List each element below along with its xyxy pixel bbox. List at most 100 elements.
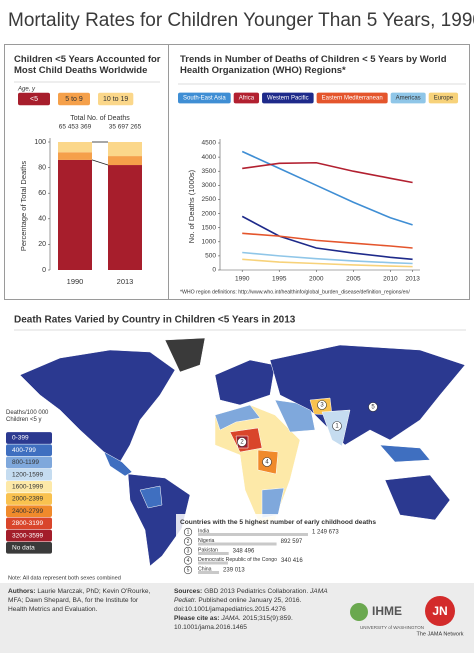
map-legend-item-label: 1200-1599 <box>12 471 43 478</box>
authors: Authors: Laurie Marczak, PhD; Kevin O'Ro… <box>8 588 158 615</box>
legend-item <box>58 92 90 106</box>
ihme-logo-mark <box>350 603 368 621</box>
legend-item <box>262 92 314 104</box>
map-marker-number: 3 <box>320 403 324 409</box>
legend-item-label: 10 to 19 <box>103 96 128 103</box>
map-legend-item-label: 400-799 <box>12 447 36 454</box>
bar <box>198 552 229 555</box>
uw-logo: UNIVERSITY of WASHINGTON <box>360 625 424 630</box>
map-marker <box>317 400 327 410</box>
legend-title: Age, y <box>17 87 36 93</box>
country-name: Pakistan <box>198 547 218 553</box>
map-legend-item-label: 3200-3599 <box>12 532 43 539</box>
series-line <box>241 215 413 261</box>
value-label: 1 249 673 <box>312 530 339 536</box>
panel-frame <box>4 44 470 300</box>
y-axis-label: No. of Deaths (1000s) <box>187 169 196 243</box>
map-note: Note: All data represent both sexes comb… <box>8 575 121 581</box>
bar-segment <box>108 165 142 270</box>
map-marker <box>332 421 342 431</box>
total-label: 65 453 369 <box>59 124 92 131</box>
rank-number: 5 <box>187 567 190 573</box>
country-name: China <box>198 566 212 572</box>
series-line <box>242 161 413 184</box>
bar-segment <box>58 159 92 270</box>
map-marker <box>368 402 378 412</box>
bar-segment <box>58 152 92 160</box>
bar-segment <box>108 156 142 166</box>
jn-logo: JN <box>432 604 447 618</box>
value-label: 892 597 <box>281 539 303 545</box>
y-tick-label: 3500 <box>202 168 217 175</box>
sources-text: GBD 2013 Pediatrics Collaboration. <box>204 588 309 595</box>
legend-item <box>428 92 459 104</box>
map-legend-title: Deaths/100 000 Children <5 y <box>6 410 49 424</box>
y-tick-label: 20 <box>38 241 46 248</box>
totals-title: Total No. of Deaths <box>70 115 130 122</box>
country-name: Democratic Republic of the Congo <box>198 557 277 563</box>
legend-item-label: South-East Asia <box>183 96 226 102</box>
north-america <box>19 349 176 463</box>
footer-background <box>0 583 474 653</box>
legend-item <box>18 92 50 106</box>
map-legend-item-label: 1600-1999 <box>12 484 43 491</box>
y-tick-label: 40 <box>38 216 46 223</box>
legend-item <box>98 92 134 106</box>
jn-logo-mark <box>425 596 455 626</box>
y-tick-label: 80 <box>38 164 46 171</box>
rank-number: 3 <box>187 548 190 554</box>
y-tick-label: 3000 <box>202 182 217 189</box>
rank-number: 2 <box>187 539 190 545</box>
sources-label: Sources: <box>174 588 203 595</box>
legend-item <box>390 92 426 104</box>
rank-number: 1 <box>187 529 190 535</box>
legend-item-label: Western Pacific <box>267 96 309 102</box>
europe <box>214 359 276 406</box>
south-america-region <box>139 485 163 509</box>
sources-rest: Published online January 25, 2016. doi:1… <box>174 596 302 613</box>
rank-badge <box>183 527 193 537</box>
rank-badge <box>183 546 193 556</box>
bar <box>198 542 277 546</box>
map-marker-number: 2 <box>240 440 244 446</box>
map-legend-item <box>6 529 52 542</box>
y-tick-label: 0 <box>42 267 46 274</box>
world-map <box>19 337 466 567</box>
map-legend-item <box>6 468 52 481</box>
map-marker-number: 4 <box>265 460 269 466</box>
connector <box>91 159 109 166</box>
asia <box>269 344 466 446</box>
y-tick-label: 1000 <box>202 238 217 245</box>
cite-label: Please cite as: <box>174 614 220 622</box>
panel-title: Trends in Number of Deaths of Children <… <box>180 54 447 77</box>
authors-text: Laurie Marczak, PhD; Kevin O'Rourke, MFA… <box>8 588 151 613</box>
greenland <box>164 337 206 373</box>
map-legend-item <box>6 493 52 505</box>
value-label: 340 416 <box>281 558 303 564</box>
series-line <box>242 232 413 249</box>
footnote: *WHO region definitions: http://www.who.… <box>180 289 410 295</box>
y-axis-label: Percentage of Total Deaths <box>19 161 28 252</box>
x-tick-label: 2010 <box>383 276 398 283</box>
y-tick-label: 1500 <box>202 224 217 231</box>
x-tick-label: 1990 <box>67 277 84 286</box>
cite-journal: JAMA. <box>221 614 241 622</box>
panel-title: Children <5 Years Accounted for Most Chi… <box>14 54 161 77</box>
jama-logo: The JAMA Network <box>416 631 463 637</box>
map-legend-item-label: No data <box>12 545 35 552</box>
x-tick-label: 1995 <box>272 276 287 283</box>
bar <box>198 561 228 565</box>
x-tick-label: 2000 <box>309 276 324 283</box>
map-legend-item <box>6 541 52 554</box>
rank-badge <box>183 565 193 575</box>
map-legend-item <box>6 480 52 493</box>
rank-number: 4 <box>187 558 190 564</box>
legend-item <box>233 92 260 104</box>
legend-item <box>316 92 388 104</box>
map-marker-number: 5 <box>371 405 375 411</box>
map-marker <box>262 457 272 467</box>
legend-item-label: Africa <box>239 96 255 102</box>
y-tick-label: 100 <box>34 139 46 146</box>
map-legend-item-label: 2000-2399 <box>12 496 43 503</box>
